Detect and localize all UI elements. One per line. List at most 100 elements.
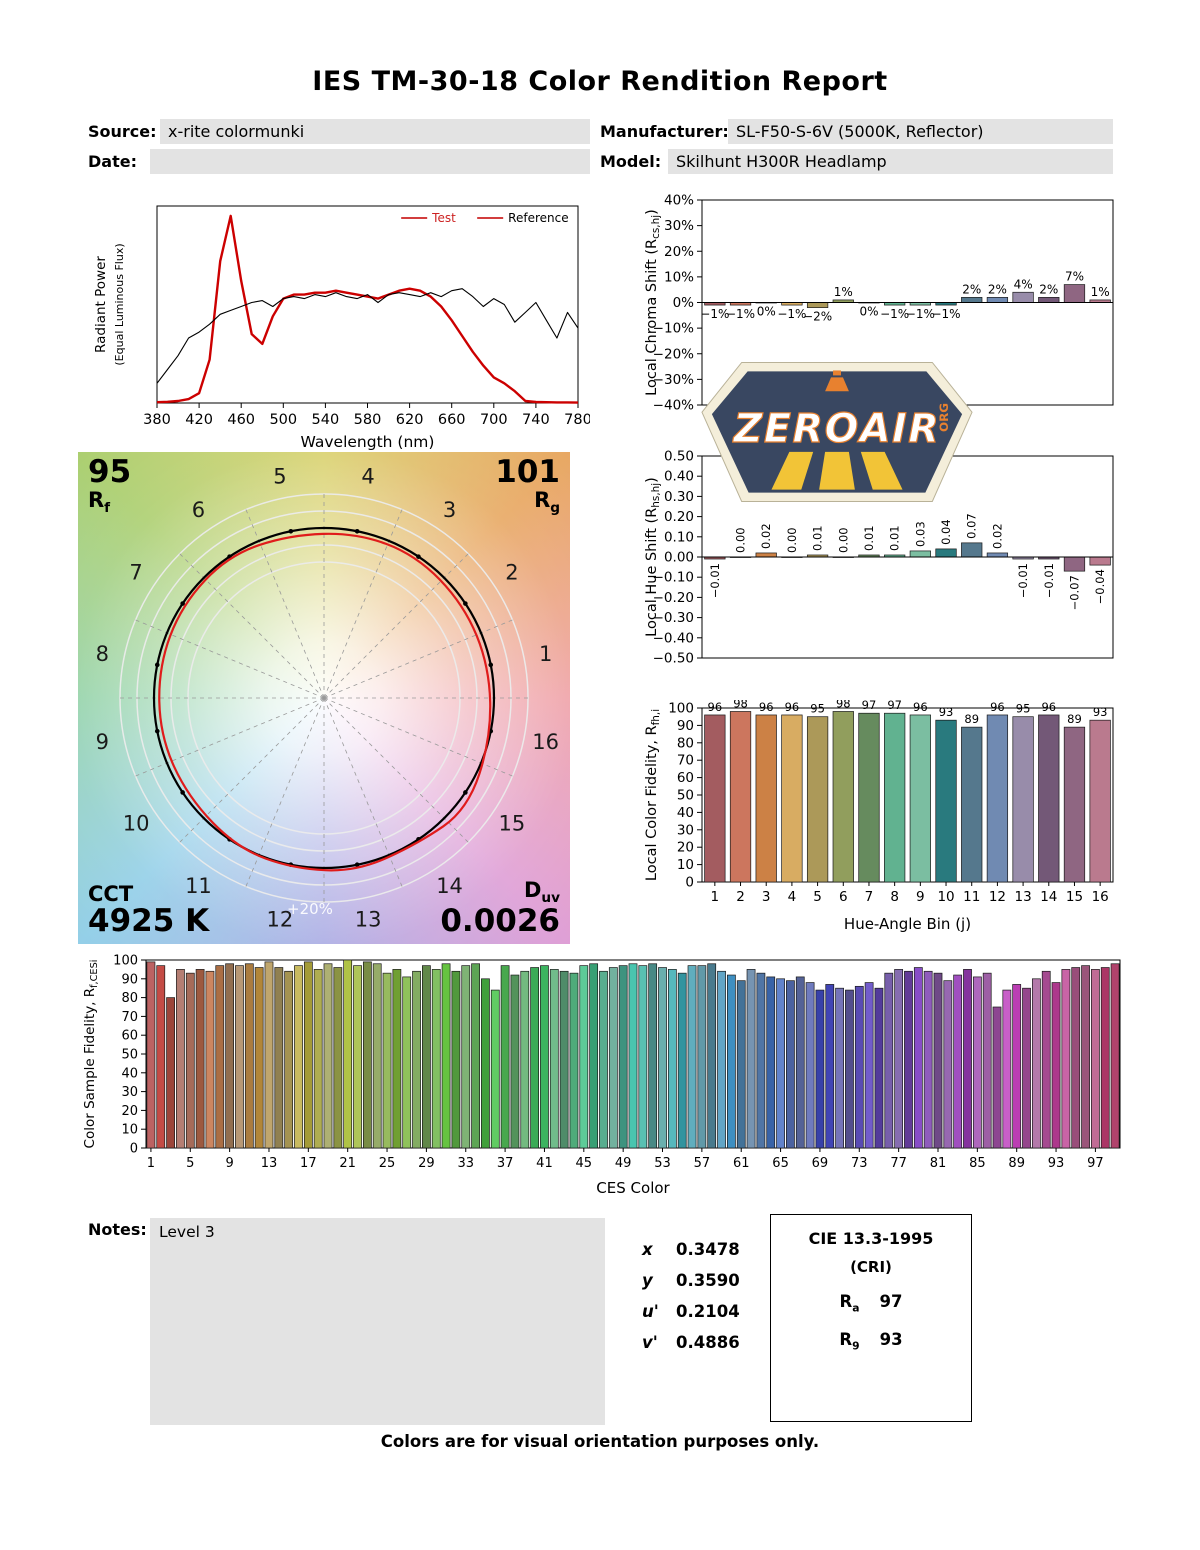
svg-text:57: 57 [694,1156,711,1171]
svg-text:+20%: +20% [287,900,333,918]
rg-value: 101 [495,454,560,490]
svg-text:CES Color: CES Color [596,1179,670,1197]
svg-text:2%: 2% [988,282,1007,296]
svg-text:620: 620 [396,412,424,428]
svg-text:80: 80 [677,735,694,751]
coord-row-u: u' 0.2104 [642,1296,740,1327]
svg-text:780: 780 [564,412,590,428]
svg-text:420: 420 [185,412,213,428]
svg-text:0.40: 0.40 [664,469,694,485]
svg-text:13: 13 [355,908,382,932]
svg-text:70: 70 [677,753,694,769]
cct-readout: CCT 4925 K [88,883,209,938]
svg-text:8: 8 [890,889,899,905]
svg-text:29: 29 [418,1156,435,1171]
svg-text:9: 9 [916,889,925,905]
svg-text:61: 61 [733,1156,750,1171]
report-title: IES TM-30-18 Color Rendition Report [312,66,888,97]
svg-text:1%: 1% [1091,285,1110,299]
svg-text:2: 2 [736,889,745,905]
svg-text:10%: 10% [664,269,694,285]
logo-lantern-emblem [825,377,849,392]
svg-text:40: 40 [121,1066,138,1081]
svg-text:33: 33 [457,1156,474,1171]
svg-text:460: 460 [227,412,255,428]
svg-text:93: 93 [1048,1156,1065,1171]
svg-text:73: 73 [851,1156,868,1171]
svg-text:20%: 20% [664,244,694,260]
svg-text:0.01: 0.01 [862,525,876,551]
svg-text:0: 0 [685,875,694,891]
svg-text:0.00: 0.00 [734,527,748,553]
svg-text:30: 30 [121,1085,138,1100]
coord-v-value: 0.4886 [676,1333,740,1352]
svg-text:0.03: 0.03 [913,521,927,547]
logo-beam-left [771,451,814,490]
color-sample-fidelity-chart: 100 90 80 70 60 50 40 30 20 10 0 1 5 9 13 17 21 25 29 33 37 4… [78,952,1138,1202]
svg-text:12: 12 [267,908,294,932]
svg-text:−0.01: −0.01 [708,563,722,598]
svg-text:580: 580 [354,412,382,428]
svg-text:20: 20 [677,840,694,856]
svg-text:500: 500 [269,412,297,428]
coord-u-value: 0.2104 [676,1302,740,1321]
svg-text:0.01: 0.01 [811,525,825,551]
svg-text:97: 97 [887,700,902,712]
date-value-field [150,149,590,174]
svg-text:12: 12 [989,889,1006,905]
svg-text:95: 95 [1016,702,1031,716]
hue-svg: 0.500.400.300.200.100.00−0.10−0.20−0.30−… [644,449,1114,667]
svg-text:−0.20: −0.20 [653,590,694,606]
svg-text:96: 96 [990,700,1005,714]
svg-text:17: 17 [300,1156,317,1171]
svg-text:6: 6 [192,498,205,522]
logo-wordmark: ZEROAIR [732,406,941,452]
svg-text:53: 53 [654,1156,671,1171]
svg-text:7: 7 [129,560,142,584]
svg-text:Reference: Reference [508,211,568,225]
svg-text:15: 15 [499,812,526,836]
svg-text:5: 5 [813,889,822,905]
svg-text:(Equal Luminous Flux): (Equal Luminous Flux) [113,243,126,365]
cct-label: CCT [88,882,134,907]
svg-text:0%: 0% [757,305,776,319]
cri-subtitle: (CRI) [850,1258,892,1276]
duv-value: 0.0026 [440,903,560,940]
svg-text:−2%: −2% [803,310,832,324]
svg-text:0.01: 0.01 [888,525,902,551]
rf-score: 95 Rf [88,456,131,515]
svg-text:96: 96 [913,700,928,714]
svg-text:Local Chroma Shift (Rcs,hj): Local Chroma Shift (Rcs,hj) [644,209,662,396]
rg-score: 101 Rg [495,456,560,515]
svg-text:10: 10 [121,1123,138,1138]
svg-text:−10%: −10% [653,321,694,337]
svg-text:380: 380 [143,412,171,428]
svg-text:−0.50: −0.50 [653,651,694,667]
svg-text:37: 37 [497,1156,514,1171]
logo-lantern-body [819,451,855,490]
svg-text:13: 13 [261,1156,278,1171]
svg-text:−0.01: −0.01 [1016,563,1030,598]
coord-row-x: x 0.3478 [642,1234,740,1265]
model-label: Model: [600,152,662,171]
coord-row-y: y 0.3590 [642,1265,740,1296]
svg-text:85: 85 [969,1156,986,1171]
svg-text:−1%: −1% [906,307,935,321]
svg-text:0.10: 0.10 [664,529,694,545]
svg-text:81: 81 [930,1156,947,1171]
svg-text:3: 3 [443,498,456,522]
r9-value: 93 [879,1330,903,1350]
svg-text:700: 700 [480,412,508,428]
r9-label: R9 [839,1330,860,1353]
svg-text:89: 89 [964,712,979,726]
svg-text:93: 93 [1093,705,1108,719]
svg-text:1%: 1% [834,285,853,299]
svg-text:0%: 0% [859,305,878,319]
ra-row: Ra 97 [771,1292,971,1314]
rg-label: Rg [534,487,560,516]
svg-text:0.04: 0.04 [939,519,953,545]
r9-row: R9 93 [771,1330,971,1352]
svg-text:15: 15 [1066,889,1083,905]
